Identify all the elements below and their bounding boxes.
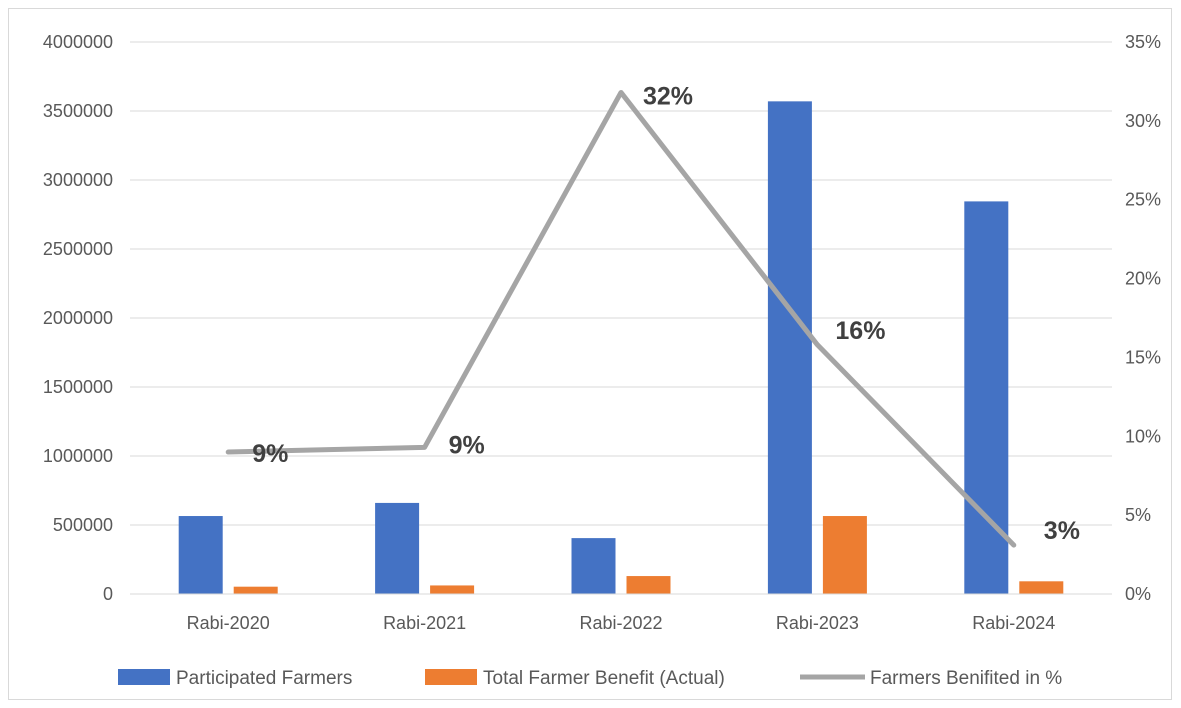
bar	[767, 101, 812, 594]
right-tick-label: 20%	[1125, 269, 1161, 289]
percentage-line	[225, 89, 1017, 548]
bar	[430, 585, 475, 594]
category-label: Rabi-2022	[579, 613, 662, 633]
left-tick-label: 3500000	[43, 101, 113, 121]
right-tick-label: 25%	[1125, 190, 1161, 210]
right-tick-label: 30%	[1125, 111, 1161, 131]
left-tick-label: 2000000	[43, 308, 113, 328]
line-series	[225, 89, 1017, 548]
data-labels: 9% 9% 32% 16% 3%	[252, 82, 1080, 545]
category-labels: Rabi-2020 Rabi-2021 Rabi-2022 Rabi-2023 Rabi…	[187, 613, 1056, 633]
gridlines	[130, 41, 1112, 526]
left-tick-label: 2500000	[43, 239, 113, 259]
right-tick-label: 0%	[1125, 584, 1151, 604]
category-label: Rabi-2020	[187, 613, 270, 633]
left-tick-label: 3000000	[43, 170, 113, 190]
right-tick-label: 15%	[1125, 347, 1161, 367]
left-tick-label: 4000000	[43, 32, 113, 52]
legend-label: Total Farmer Benefit (Actual)	[483, 668, 725, 689]
data-label: 32%	[643, 82, 693, 110]
legend-label: Participated Farmers	[176, 668, 352, 689]
bar	[571, 538, 616, 594]
left-tick-label: 1000000	[43, 446, 113, 466]
bars	[178, 101, 1064, 594]
data-label: 9%	[449, 431, 485, 459]
left-tick-label: 1500000	[43, 377, 113, 397]
right-tick-label: 5%	[1125, 505, 1151, 525]
bar	[1019, 581, 1064, 594]
data-label: 16%	[835, 317, 885, 345]
legend: Participated Farmers Total Farmer Benefit…	[118, 668, 1062, 689]
legend-swatch	[425, 669, 477, 685]
data-label: 3%	[1044, 517, 1080, 545]
bar	[375, 502, 420, 594]
category-label: Rabi-2024	[972, 613, 1055, 633]
data-label: 9%	[252, 440, 288, 468]
legend-swatch	[118, 669, 170, 685]
bar	[178, 516, 223, 594]
bar	[626, 576, 671, 594]
right-axis-ticks: 0% 5% 10% 15% 20% 25% 30% 35%	[1125, 32, 1161, 604]
left-tick-label: 500000	[53, 515, 113, 535]
right-tick-label: 35%	[1125, 32, 1161, 52]
legend-label: Farmers Benifited in %	[870, 668, 1062, 689]
bar	[233, 586, 278, 594]
right-tick-label: 10%	[1125, 426, 1161, 446]
category-label: Rabi-2021	[383, 613, 466, 633]
bar	[822, 516, 867, 594]
left-axis-ticks: 0 500000 1000000 1500000 2000000 2500000 30000…	[43, 32, 113, 604]
left-tick-label: 0	[103, 584, 113, 604]
category-label: Rabi-2023	[776, 613, 859, 633]
